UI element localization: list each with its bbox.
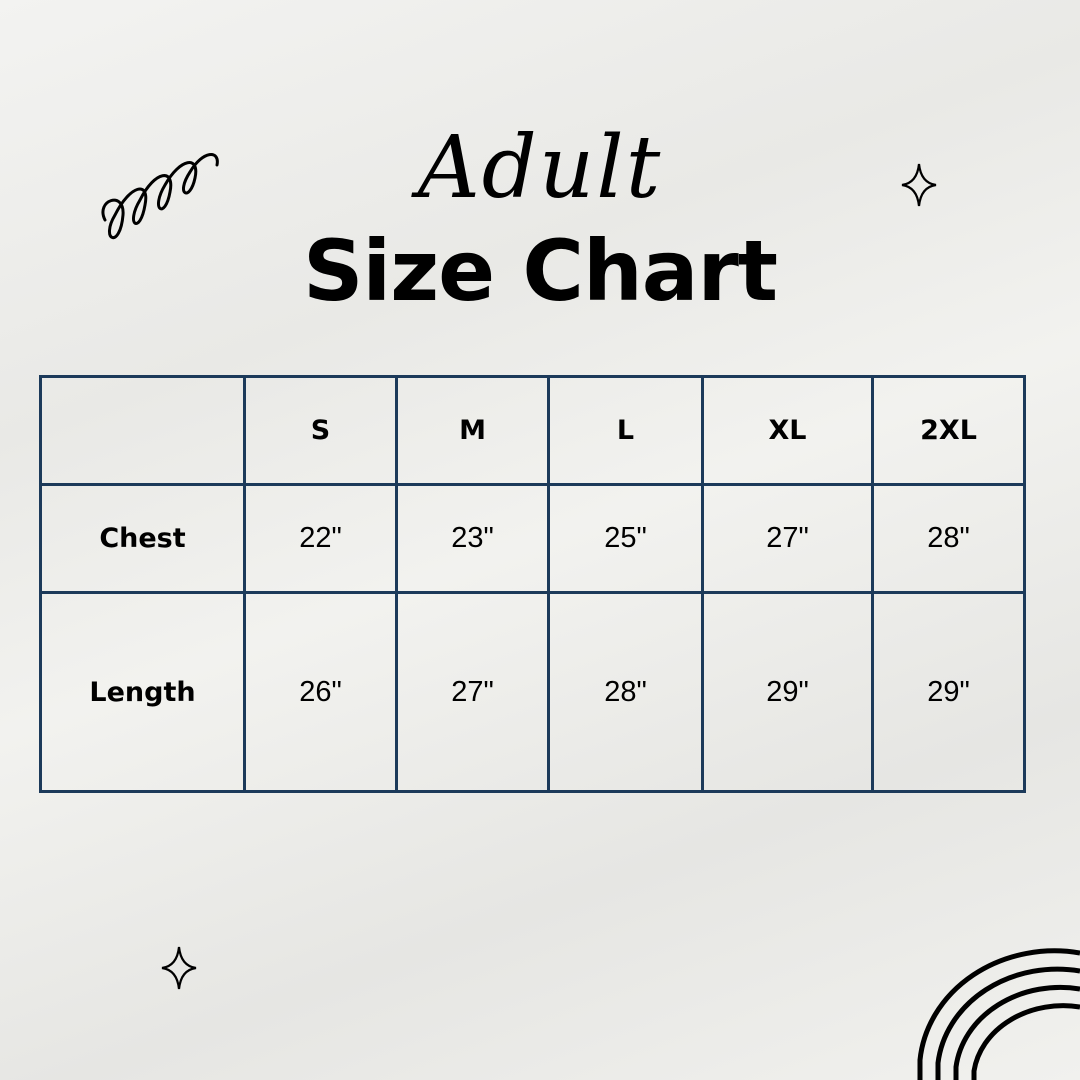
column-header-l: L (547, 375, 704, 486)
cell: 28" (547, 591, 704, 793)
rainbow-arcs-icon (917, 948, 1080, 1080)
cell: 29" (701, 591, 874, 793)
size-table: S M L XL 2XL Chest 22" 23" 25" 27" 28" L… (39, 375, 1026, 793)
cell: 25" (547, 483, 704, 594)
page-title: Size Chart (302, 222, 778, 320)
cell: 23" (395, 483, 550, 594)
column-header-xl: XL (701, 375, 874, 486)
cell: 22" (243, 483, 398, 594)
cell: 27" (701, 483, 874, 594)
column-header-2xl: 2XL (871, 375, 1026, 486)
squiggle-icon (101, 153, 219, 239)
cell: 26" (243, 591, 398, 793)
column-header-s: S (243, 375, 398, 486)
cell: 27" (395, 591, 550, 793)
script-title: Adult (417, 118, 663, 218)
table-header-row: S M L XL 2XL (39, 375, 1026, 486)
sparkle-icon (901, 163, 937, 207)
corner-cell (39, 375, 246, 486)
cell: 29" (871, 591, 1026, 793)
row-label-chest: Chest (39, 483, 246, 594)
table-row: Chest 22" 23" 25" 27" 28" (39, 483, 1026, 594)
table-row: Length 26" 27" 28" 29" 29" (39, 591, 1026, 793)
row-label-length: Length (39, 591, 246, 793)
column-header-m: M (395, 375, 550, 486)
sparkle-icon (161, 946, 197, 990)
cell: 28" (871, 483, 1026, 594)
